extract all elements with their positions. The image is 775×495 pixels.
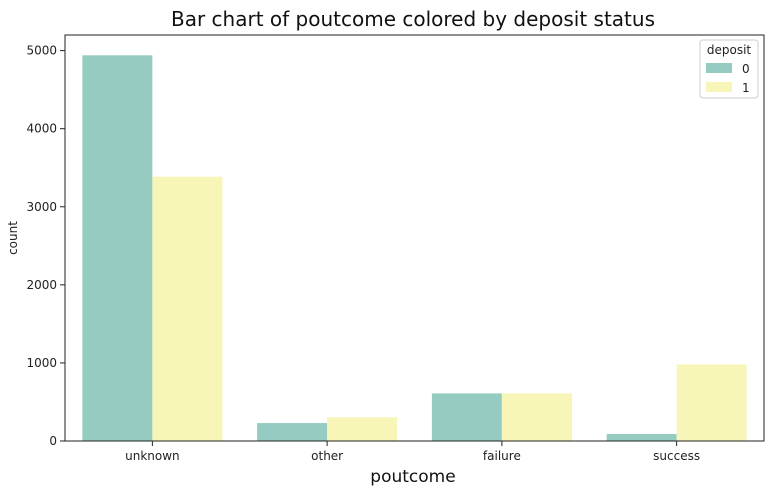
y-axis-label: count bbox=[6, 221, 20, 255]
bars-group bbox=[82, 55, 747, 442]
legend-swatch-1 bbox=[706, 82, 732, 92]
y-tick-label: 3000 bbox=[26, 200, 57, 214]
x-tick-label: failure bbox=[483, 449, 521, 463]
bar-unknown-deposit-0 bbox=[82, 55, 153, 442]
bar-other-deposit-1 bbox=[327, 417, 398, 441]
bar-other-deposit-0 bbox=[257, 423, 328, 441]
legend-label-0: 0 bbox=[742, 62, 750, 76]
legend-title: deposit bbox=[707, 43, 752, 57]
y-tick-label: 5000 bbox=[26, 44, 57, 58]
x-axis: unknown other failure success bbox=[125, 441, 700, 463]
legend-label-1: 1 bbox=[742, 81, 750, 95]
bar-failure-deposit-1 bbox=[501, 393, 572, 441]
x-tick-label: unknown bbox=[125, 449, 180, 463]
plot-frame bbox=[64, 34, 765, 442]
y-tick-label: 1000 bbox=[26, 356, 57, 370]
y-axis: 0 1000 2000 3000 4000 5000 bbox=[26, 44, 65, 448]
bar-success-deposit-0 bbox=[606, 433, 677, 441]
chart-title: Bar chart of poutcome colored by deposit… bbox=[171, 7, 655, 31]
legend-swatch-0 bbox=[706, 63, 732, 73]
x-tick-label: other bbox=[311, 449, 343, 463]
y-tick-label: 4000 bbox=[26, 122, 57, 136]
y-tick-label: 2000 bbox=[26, 278, 57, 292]
x-axis-label: poutcome bbox=[370, 467, 455, 487]
bar-unknown-deposit-1 bbox=[152, 176, 223, 442]
x-tick-label: success bbox=[653, 449, 700, 463]
y-tick-label: 0 bbox=[49, 434, 57, 448]
bar-success-deposit-1 bbox=[676, 364, 747, 441]
legend: deposit 0 1 bbox=[699, 39, 759, 99]
bar-failure-deposit-0 bbox=[431, 393, 502, 441]
